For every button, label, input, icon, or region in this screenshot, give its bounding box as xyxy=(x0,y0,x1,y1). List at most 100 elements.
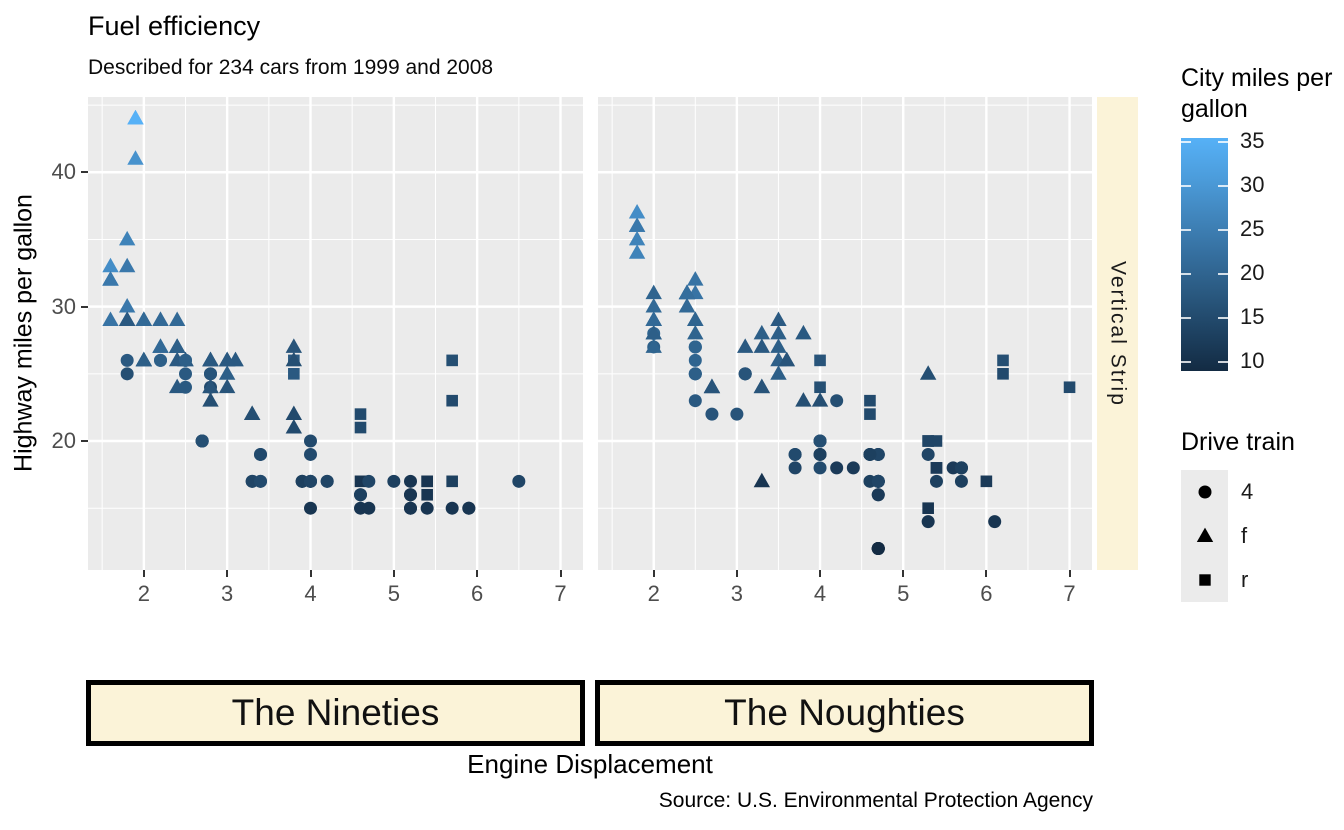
panel-the-noughties xyxy=(598,97,1092,570)
shape-legend-title: Drive train xyxy=(1181,428,1295,456)
x-tick-label: 6 xyxy=(980,581,993,606)
y-tick-mark xyxy=(81,305,88,308)
data-point xyxy=(922,502,934,514)
colorbar-tick-label: 20 xyxy=(1240,260,1265,286)
data-point xyxy=(102,271,119,286)
data-point xyxy=(387,474,401,488)
data-point xyxy=(846,461,860,475)
scatter-plot-noughties xyxy=(598,97,1092,570)
data-point xyxy=(770,365,787,380)
data-point xyxy=(446,475,458,488)
data-point xyxy=(788,447,802,461)
data-point xyxy=(688,394,702,408)
data-point xyxy=(420,501,434,515)
data-point xyxy=(404,488,417,502)
data-point xyxy=(179,380,192,394)
data-point xyxy=(997,368,1009,380)
data-point xyxy=(304,474,317,488)
data-point xyxy=(980,475,993,488)
legend-key-f xyxy=(1181,514,1228,558)
data-point xyxy=(737,338,754,353)
data-point xyxy=(204,367,217,381)
colorbar-tick-label: 15 xyxy=(1240,304,1265,330)
data-point xyxy=(813,434,827,448)
data-point xyxy=(1063,381,1076,394)
data-point xyxy=(127,150,144,165)
x-tick-label: 6 xyxy=(471,581,484,606)
data-point xyxy=(864,408,876,420)
plot-subtitle: Described for 234 cars from 1999 and 200… xyxy=(88,56,494,79)
colorbar-tick-mark xyxy=(1181,185,1191,188)
facet-label-the-nineties: The Nineties xyxy=(86,680,585,746)
colorbar-tick-mark xyxy=(1181,273,1191,276)
x-tick-mark xyxy=(309,570,312,577)
y-tick-mark xyxy=(81,440,88,442)
square-symbol-icon xyxy=(1198,574,1211,586)
data-point xyxy=(814,381,826,394)
colorbar-tick-mark xyxy=(1218,229,1228,232)
data-point xyxy=(320,474,334,488)
data-point xyxy=(813,447,827,461)
data-point xyxy=(102,257,119,273)
x-tick-mark xyxy=(142,570,145,577)
x-tick-mark xyxy=(652,570,655,577)
data-point xyxy=(628,217,646,232)
y-tick-label: 30 xyxy=(51,293,76,319)
colorbar-tick-label: 35 xyxy=(1240,128,1265,154)
legend-key-label: r xyxy=(1241,567,1249,592)
data-point xyxy=(288,368,300,380)
colorbar-tick-mark xyxy=(1218,317,1228,320)
colorbar-tick-mark xyxy=(1218,361,1228,364)
data-point xyxy=(179,367,192,381)
data-point xyxy=(195,434,209,448)
color-legend-title: City miles per gallon xyxy=(1181,64,1333,123)
data-point xyxy=(168,338,186,353)
x-tick-label: 2 xyxy=(647,581,660,606)
caption: Source: U.S. Environmental Protection Ag… xyxy=(658,789,1093,812)
data-point xyxy=(770,324,787,340)
legend-key-4 xyxy=(1181,470,1228,514)
x-tick-mark xyxy=(1068,570,1071,577)
x-tick-mark xyxy=(819,570,822,577)
data-point xyxy=(118,230,136,246)
data-point xyxy=(687,271,704,286)
data-point xyxy=(864,394,876,407)
colorbar-tick-mark xyxy=(1218,185,1228,188)
data-point xyxy=(285,405,303,421)
plot-title: Fuel efficiency xyxy=(88,11,261,41)
colorbar-tick-mark xyxy=(1181,361,1191,364)
data-point xyxy=(168,311,186,326)
data-point xyxy=(628,203,646,219)
data-point xyxy=(988,515,1002,529)
data-point xyxy=(218,365,236,380)
data-point xyxy=(688,353,702,367)
data-point xyxy=(705,407,719,421)
circle-symbol-icon xyxy=(1198,485,1211,499)
data-point xyxy=(120,353,134,367)
data-point xyxy=(421,475,433,488)
x-tick-mark xyxy=(902,570,905,577)
data-point xyxy=(202,378,219,394)
x-tick-label: 4 xyxy=(304,581,317,606)
data-point xyxy=(738,367,752,381)
data-point xyxy=(929,474,943,488)
triangle-symbol-icon xyxy=(1196,527,1213,542)
colorbar-tick-label: 10 xyxy=(1240,348,1265,374)
data-point xyxy=(753,324,771,340)
data-point xyxy=(919,365,937,380)
data-point xyxy=(795,324,812,340)
data-point xyxy=(285,418,303,434)
y-tick-label: 40 xyxy=(51,159,76,185)
data-point xyxy=(687,324,704,340)
data-point xyxy=(118,298,136,313)
data-point xyxy=(770,338,787,353)
legend-key-r xyxy=(1181,558,1228,602)
data-point xyxy=(922,435,934,447)
data-point xyxy=(362,501,376,515)
data-point xyxy=(421,488,433,501)
data-point xyxy=(954,461,968,475)
y-tick-label: 20 xyxy=(51,428,76,453)
legend-key-label: f xyxy=(1241,523,1248,548)
colorbar-tick-label: 25 xyxy=(1240,216,1265,242)
data-point xyxy=(795,392,812,407)
